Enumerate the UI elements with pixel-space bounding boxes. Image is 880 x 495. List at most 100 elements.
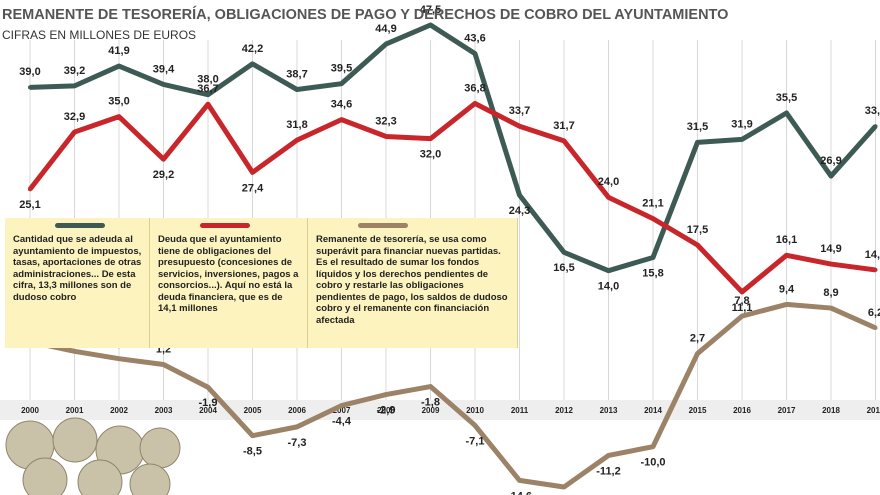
data-label: 2,7 xyxy=(690,332,705,344)
data-point xyxy=(250,170,255,175)
data-label: 42,2 xyxy=(242,43,263,55)
x-tick-label: 2014 xyxy=(644,406,662,415)
data-label: 11,1 xyxy=(732,302,753,314)
data-point xyxy=(562,250,566,255)
data-point xyxy=(206,385,210,390)
data-label: -2,9 xyxy=(377,405,396,417)
data-point xyxy=(829,262,833,267)
x-tick-label: 2006 xyxy=(288,406,306,415)
data-point xyxy=(339,117,344,122)
data-label: 39,2 xyxy=(64,65,85,77)
data-point xyxy=(695,140,700,145)
data-point xyxy=(606,195,611,200)
data-point xyxy=(339,81,344,86)
data-label: 7,8 xyxy=(734,295,749,307)
data-label: 29,2 xyxy=(153,169,174,181)
data-label: 32,9 xyxy=(64,111,85,123)
data-label: 24,3 xyxy=(509,205,530,217)
data-point xyxy=(740,137,744,142)
data-point xyxy=(695,243,700,247)
data-point xyxy=(473,51,477,56)
data-label: 31,8 xyxy=(286,119,307,131)
data-point xyxy=(72,83,77,88)
x-tick-label: 2015 xyxy=(689,406,707,415)
legend-text: Deuda que el ayuntamiento tiene de oblig… xyxy=(158,234,299,314)
data-point xyxy=(250,61,255,66)
data-point xyxy=(384,392,388,397)
x-tick-label: 2001 xyxy=(66,406,84,415)
data-label: 36,7 xyxy=(197,83,218,95)
data-point xyxy=(829,306,833,311)
x-tick-label: 2003 xyxy=(155,406,173,415)
data-label: 9,4 xyxy=(779,283,795,295)
series-line xyxy=(29,301,877,490)
data-label: 39,5 xyxy=(331,63,352,75)
data-point xyxy=(295,424,299,429)
data-point xyxy=(651,255,655,260)
chart-subtitle: CIFRAS EN MILLONES DE EUROS xyxy=(2,28,197,42)
data-label: 24,0 xyxy=(598,176,619,188)
data-label: 21,1 xyxy=(642,198,663,210)
x-tick-label: 2016 xyxy=(733,406,751,415)
data-point xyxy=(651,216,655,221)
data-label: -8,5 xyxy=(243,446,262,458)
data-label: -4,4 xyxy=(332,416,352,428)
data-point xyxy=(740,314,744,319)
data-point xyxy=(873,124,878,129)
data-point xyxy=(339,403,344,408)
data-label: 15,8 xyxy=(642,267,663,279)
coins xyxy=(5,417,181,495)
data-point xyxy=(117,356,121,361)
legend-text: Cantidad que se adeuda al ayuntamiento d… xyxy=(13,234,142,303)
data-point xyxy=(473,423,477,428)
data-label: 8,9 xyxy=(823,287,838,299)
data-point xyxy=(428,384,433,389)
data-label: 39,0 xyxy=(19,66,40,78)
data-point xyxy=(651,444,655,449)
x-tick-label: 2017 xyxy=(778,406,796,415)
data-label: 35,0 xyxy=(108,96,129,108)
data-point xyxy=(72,130,77,135)
legend-item: Remanente de tesorería, se usa como supe… xyxy=(308,218,518,348)
data-label: -11,2 xyxy=(596,465,620,477)
data-point xyxy=(784,111,789,115)
x-tick-label: 2007 xyxy=(333,406,351,415)
legend-swatch xyxy=(358,223,408,228)
data-point xyxy=(784,253,789,258)
data-point xyxy=(295,87,299,92)
data-point xyxy=(206,102,210,107)
data-point xyxy=(28,187,32,192)
data-point xyxy=(161,157,166,162)
data-label: 26,9 xyxy=(820,155,841,167)
data-point xyxy=(562,485,566,489)
data-label: 33,7 xyxy=(509,105,530,117)
series-line xyxy=(28,100,876,295)
x-tick-label: 2012 xyxy=(555,406,573,415)
data-point xyxy=(206,92,210,97)
x-tick-label: 2000 xyxy=(21,406,39,415)
data-point xyxy=(873,325,878,330)
data-point xyxy=(517,124,522,129)
data-point xyxy=(517,478,522,483)
data-point xyxy=(295,138,299,143)
x-tick-label: 2011 xyxy=(511,406,529,415)
data-label: 32,0 xyxy=(420,149,441,161)
data-point xyxy=(28,85,32,90)
data-label: -1,8 xyxy=(421,396,440,408)
chart-title: REMANENTE DE TESORERÍA, OBLIGACIONES DE … xyxy=(2,7,729,23)
data-label: 43,6 xyxy=(464,33,485,45)
legend-swatch xyxy=(200,223,250,228)
data-label: 14,9 xyxy=(820,243,841,255)
data-label: 25,1 xyxy=(19,199,40,211)
data-point xyxy=(117,64,121,69)
x-tick-label: 2019 xyxy=(867,406,880,415)
data-point xyxy=(428,23,433,27)
x-tick-label: 2010 xyxy=(466,406,484,415)
x-tick-label: 2002 xyxy=(110,406,128,415)
data-point xyxy=(829,174,833,179)
data-label: 31,9 xyxy=(731,118,752,130)
data-label: 47,5 xyxy=(420,4,441,16)
data-point xyxy=(740,289,744,294)
data-label: 17,5 xyxy=(687,224,708,236)
